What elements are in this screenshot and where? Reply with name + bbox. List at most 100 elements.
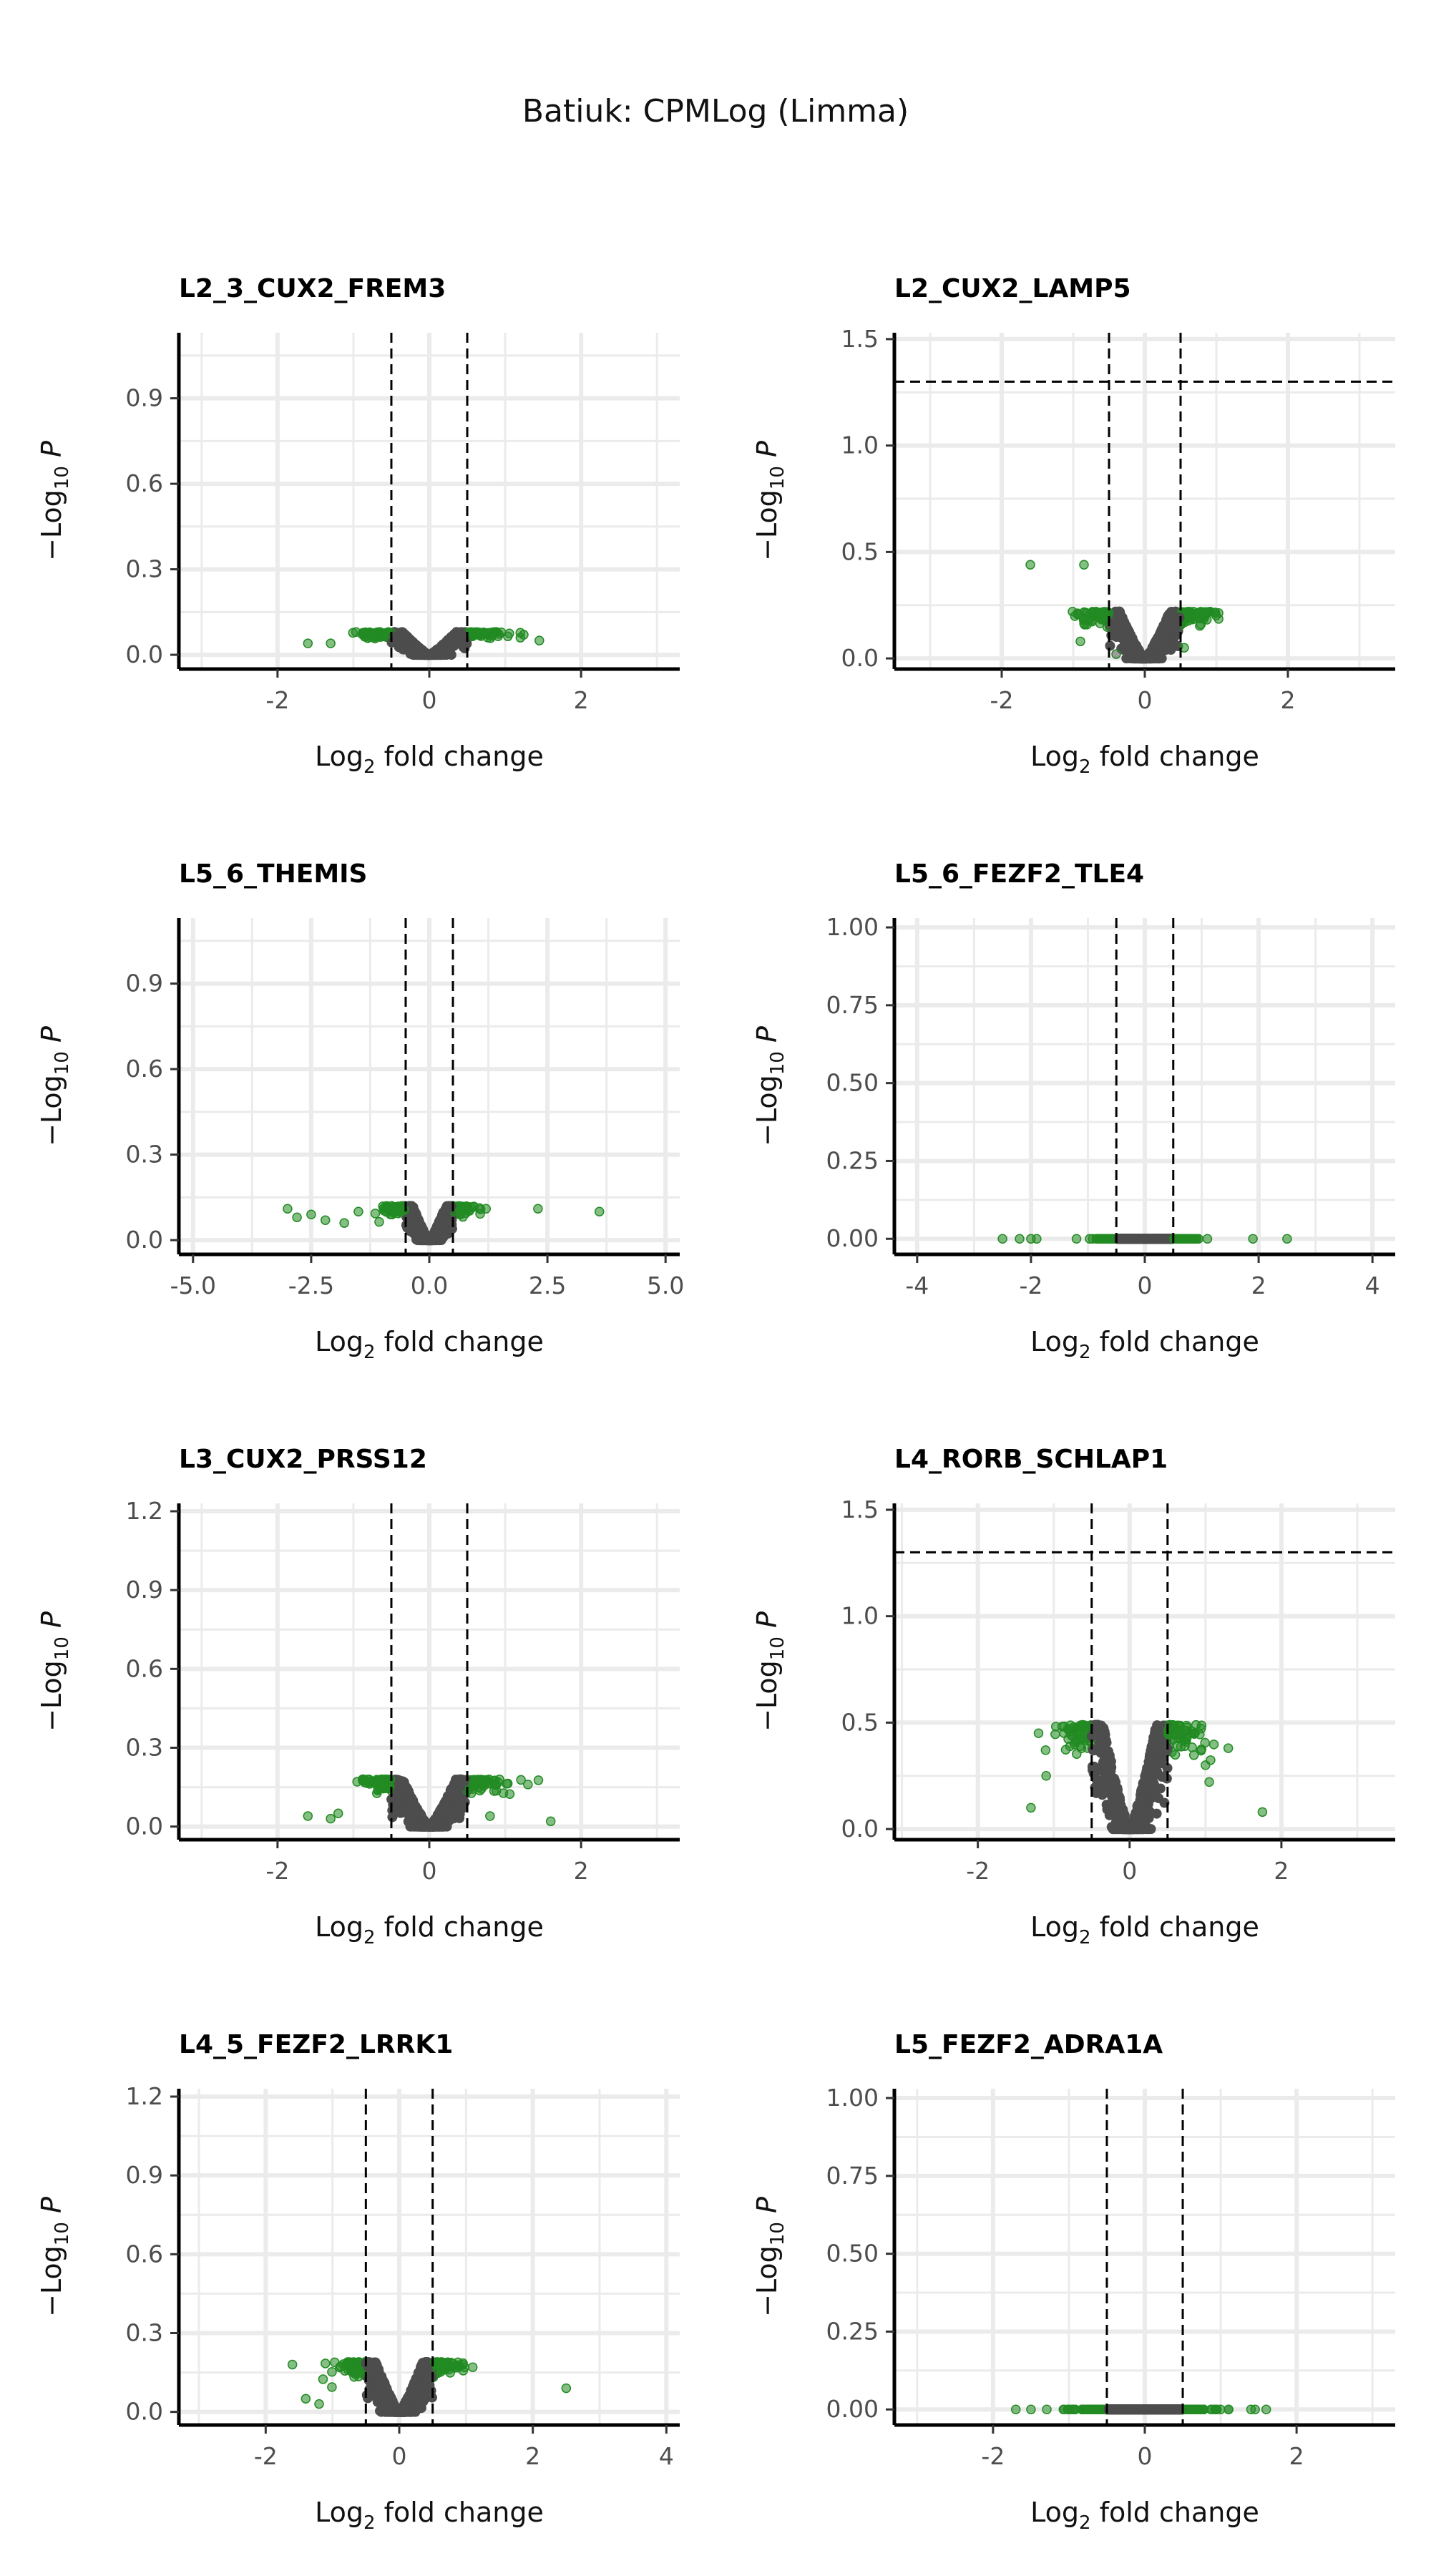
y-tick-label: 1.5 [841,325,879,353]
point-ns [422,2366,433,2376]
x-tick-label: -2 [990,686,1014,714]
point-significant [1068,607,1078,617]
panel-title: L3_CUX2_PRSS12 [179,1445,427,1474]
x-tick-label: -2 [265,1857,289,1885]
x-tick-label: -2.5 [288,1272,334,1299]
point-ns [373,2375,384,2386]
points [1026,1719,1268,1835]
point-outlier [1257,1807,1268,1818]
panel-title: L5_FEZF2_ADRA1A [894,2030,1163,2059]
figure-title: Batiuk: CPMLog (Limma) [522,93,909,130]
point-outlier [306,1209,316,1219]
point-ns [406,2386,416,2397]
y-tick-label: 0.5 [841,1708,879,1736]
point-ns [433,648,444,659]
point-outlier [287,2359,298,2370]
point-ns [380,2394,391,2405]
grid-minor [894,918,1395,1254]
y-tick-label: 0.6 [126,469,163,497]
x-tick-label: -2 [265,686,289,714]
point-significant [369,1777,379,1787]
x-tick-label: 0 [422,686,437,714]
y-tick-label: 0.0 [841,1815,879,1843]
point-significant [1040,1745,1051,1755]
point-ns [455,1782,466,1792]
points [1025,560,1224,664]
point-significant [533,1775,544,1785]
panel-title: L4_5_FEZF2_LRRK1 [179,2030,453,2059]
point-ns [1103,1777,1114,1788]
panel-title: L4_RORB_SCHLAP1 [894,1445,1168,1474]
point-significant [378,1783,389,1794]
point-significant [1050,1722,1061,1732]
point-significant [1096,615,1107,625]
point-outlier [1223,1743,1234,1753]
point-ns [1112,1791,1123,1802]
points [303,627,544,660]
point-ns [1109,622,1120,633]
y-tick-label: 1.00 [826,913,879,941]
y-tick-label: 0.0 [126,640,163,668]
point-outlier [1071,1234,1082,1244]
volcano-panel-7: L4_5_FEZF2_LRRK1 -2 0 2 4 0.0 0.3 0.6 0.9 1.2 Log2… [0,1971,716,2557]
point-ns [1130,1816,1141,1827]
y-tick-label: 0.9 [126,1576,163,1604]
x-tick-label: 0 [1138,686,1153,714]
point-significant [376,632,386,642]
point-ns [1143,1807,1154,1818]
volcano-plot-svg: L4_5_FEZF2_LRRK1-2 0 2 40.00.30.60.91.2Log2… [36,2030,680,2534]
y-tick-label: 0.6 [126,2240,163,2268]
point-significant [330,2357,340,2368]
point-ns [1117,1234,1128,1244]
point-significant [1210,608,1220,618]
panel-title: L5_6_THEMIS [179,859,367,889]
point-ns [1141,1821,1151,1832]
point-significant [1170,1750,1181,1760]
y-tick-label: 0.9 [126,2161,163,2189]
point-outlier [523,1780,533,1790]
point-significant [516,1775,526,1785]
grid-major [179,2089,680,2425]
x-tick-label: 2 [1281,686,1296,714]
point-significant [370,1209,381,1219]
point-significant [1178,1234,1188,1244]
point-outlier [1075,636,1085,647]
volcano-plot-svg: L5_FEZF2_ADRA1A-2 0 20.000.250.500.751.00L… [751,2030,1395,2534]
grid-major [179,918,680,1254]
point-significant [399,1204,410,1215]
point-outlier [283,1204,293,1214]
y-tick-label: 0.25 [826,1146,879,1174]
x-tick-label: -2 [966,1857,990,1885]
points [997,1234,1292,1244]
point-significant [1060,1745,1071,1755]
point-ns [1170,625,1181,635]
point-significant [1078,1733,1088,1744]
y-tick-label: 0.0 [126,1226,163,1254]
point-outlier [303,1811,313,1821]
x-tick-label: 2 [1251,1272,1266,1299]
y-tick-label: 0.3 [126,2318,163,2346]
point-significant [1186,613,1196,624]
y-tick-label: 0.6 [126,1654,163,1682]
point-outlier [594,1206,605,1217]
volcano-panel-5: L3_CUX2_PRSS12 -2 0 2 0.0 0.3 0.6 0.9 1.2 Log2 fo… [0,1385,716,1972]
points [1010,2404,1271,2415]
panel-title: L5_6_FEZF2_TLE4 [894,859,1144,889]
y-tick-label: 0.0 [126,1813,163,1840]
x-axis-label: Log2 fold change [1030,1326,1259,1363]
point-ns [1118,1807,1129,1818]
grid-major [894,333,1395,669]
grid-major [894,1503,1395,1840]
point-ns [419,2394,429,2405]
y-tick-label: 0.50 [826,1069,879,1097]
point-outlier [515,633,526,643]
point-outlier [1015,1234,1025,1244]
x-tick-label: 2 [574,686,589,714]
point-outlier [314,2399,324,2409]
x-axis-label: Log2 fold change [315,741,544,778]
y-tick-label: 0.0 [841,644,879,672]
y-tick-label: 0.75 [826,991,879,1019]
point-outlier [1041,1771,1051,1781]
